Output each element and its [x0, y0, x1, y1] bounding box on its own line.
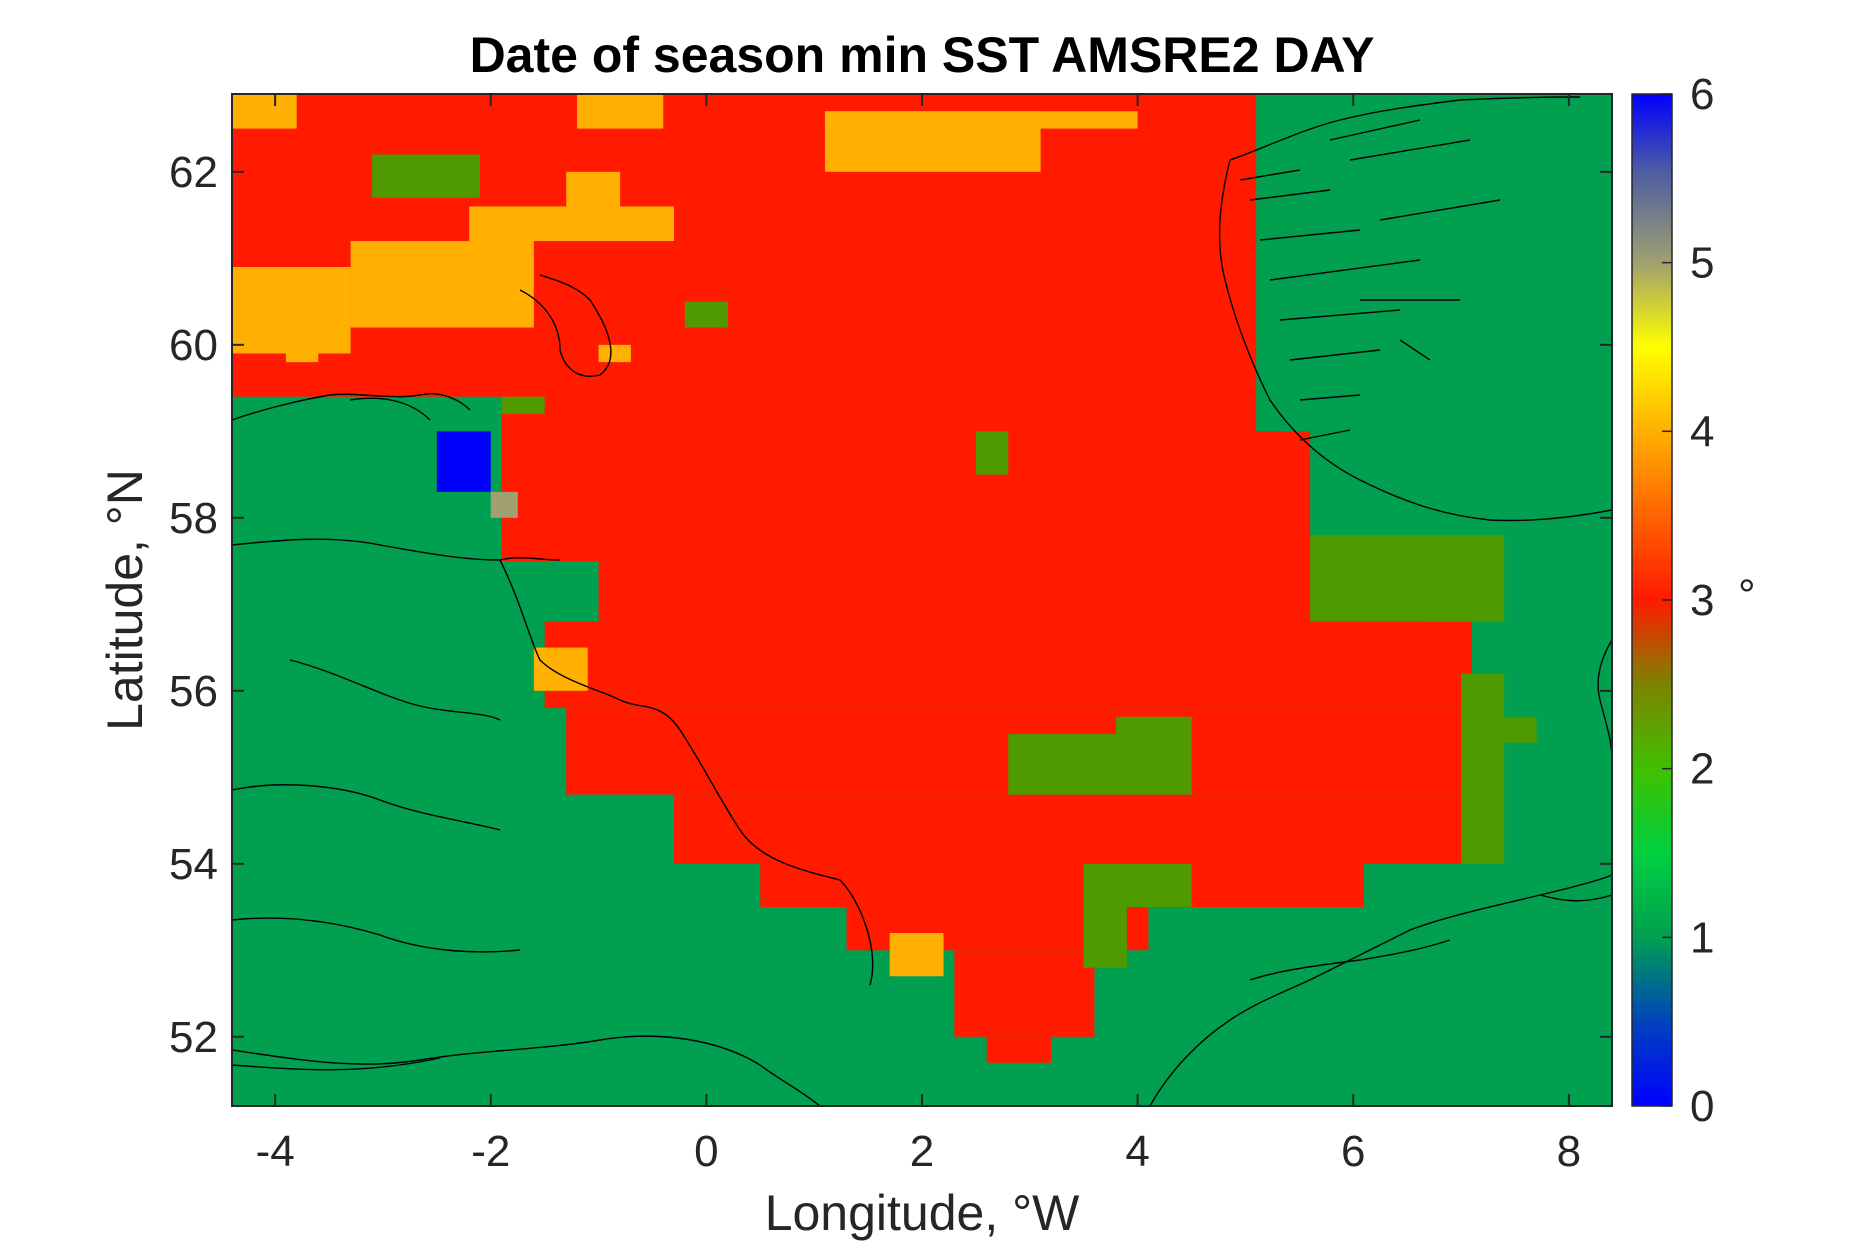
heatmap-region-24: [533, 647, 588, 691]
x-tick-label: 6: [1341, 1127, 1365, 1176]
heatmap-region-7: [544, 621, 1472, 709]
colorbar-tick-label: 3: [1690, 576, 1714, 625]
colorbar-tick-label: 0: [1690, 1082, 1714, 1131]
heatmap-cells: [232, 94, 1537, 1063]
coastline: [232, 96, 1612, 1106]
heatmap-region-6: [598, 535, 1418, 622]
heatmap-region-33: [1083, 907, 1127, 968]
colorbar-tick-label: 6: [1690, 70, 1714, 119]
heatmap-region-37: [436, 431, 491, 492]
x-tick-label: 8: [1557, 1127, 1581, 1176]
heatmap-region-29: [975, 431, 1009, 475]
heatmap-region-25: [889, 933, 944, 977]
heatmap-region-5: [501, 491, 1117, 536]
heatmap-region-23: [598, 344, 631, 363]
heatmap-region-32: [1083, 863, 1192, 908]
plot-area: [232, 94, 1612, 1106]
colorbar-tick-label: 1: [1690, 913, 1714, 962]
y-tick-label: 58: [169, 494, 218, 543]
heatmap-region-31: [1116, 716, 1192, 752]
heatmap-region-27: [501, 396, 545, 415]
heatmap-region-34: [1310, 535, 1505, 622]
colorbar-ticks: 0 1 2 3 4 5 6: [1662, 70, 1714, 1131]
heatmap-region-14: [232, 266, 351, 354]
heatmap-region-38: [490, 491, 518, 518]
chart-title: Date of season min SST AMSRE2 DAY: [470, 27, 1375, 83]
colorbar-tick-label: 4: [1690, 407, 1714, 456]
heatmap-region-9: [674, 794, 1472, 864]
y-axis-label: Latitude, °N: [97, 469, 153, 731]
heatmap-region-18: [232, 94, 297, 129]
heatmap-region-16: [469, 206, 675, 242]
heatmap-region-15: [350, 241, 534, 328]
x-tick-label: 4: [1125, 1127, 1149, 1176]
colorbar-tick-label: 5: [1690, 239, 1714, 288]
heatmap-region-19: [577, 94, 664, 129]
heatmap-region-35: [1461, 673, 1505, 864]
y-axis: 52 54 56 58 60 62: [169, 148, 1612, 1062]
y-tick-label: 52: [169, 1013, 218, 1062]
heatmap-region-26: [372, 154, 480, 198]
heatmap-region-12: [954, 950, 1095, 1037]
heatmap-region-13: [986, 1036, 1052, 1063]
heatmap-region-28: [684, 301, 728, 328]
y-tick-label: 56: [169, 667, 218, 716]
x-tick-label: -2: [471, 1127, 510, 1176]
colorbar-tick-label: 2: [1690, 745, 1714, 794]
x-tick-label: -4: [256, 1127, 295, 1176]
y-tick-label: 62: [169, 148, 218, 197]
heatmap-region-22: [285, 344, 319, 363]
y-tick-label: 54: [169, 840, 218, 889]
x-tick-label: 2: [910, 1127, 934, 1176]
colorbar: 0 1 2 3 4 5 6 °: [1631, 70, 1756, 1131]
heatmap-region-21: [824, 111, 1138, 129]
heatmap-region-36: [1504, 716, 1537, 743]
x-tick-label: 0: [694, 1127, 718, 1176]
x-axis-label: Longitude, °W: [765, 1185, 1080, 1241]
x-axis: -4 -2 0 2 4 6 8: [256, 94, 1581, 1176]
heatmap-region-10: [760, 863, 1365, 908]
y-tick-label: 60: [169, 321, 218, 370]
colorbar-unit-label: °: [1738, 571, 1756, 620]
heatmap-region-17: [566, 171, 621, 207]
